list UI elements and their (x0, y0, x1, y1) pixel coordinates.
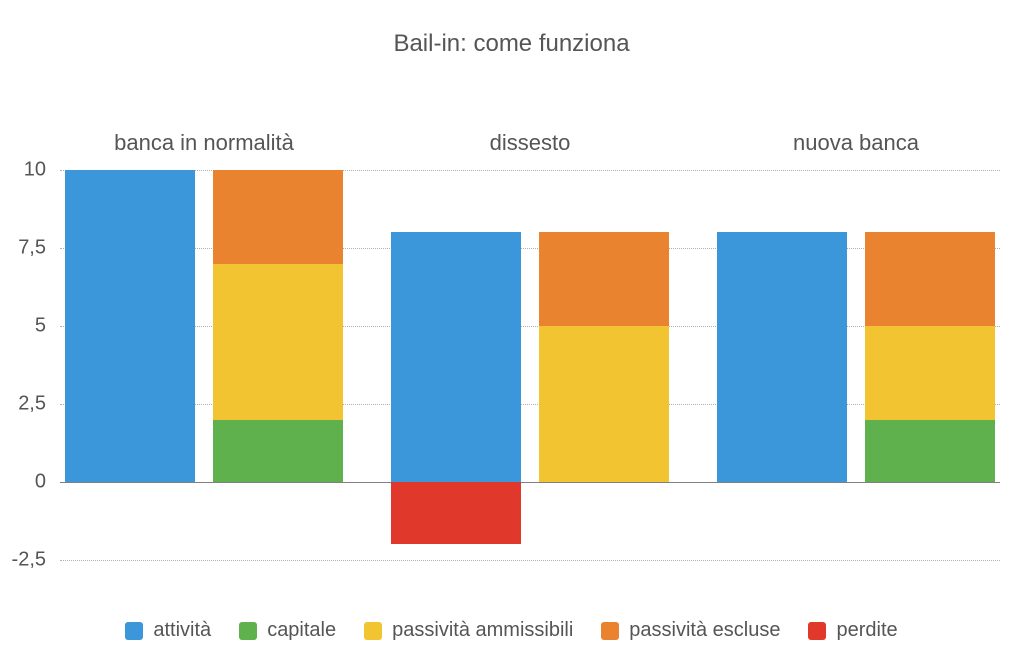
legend-item-passivita_escluse: passività escluse (601, 619, 780, 642)
legend-label: perdite (836, 619, 897, 642)
bar (213, 170, 343, 560)
bar-segment-passivita_escluse (539, 232, 669, 326)
group-label: banca in normalità (114, 130, 294, 156)
plot-area: -2,502,557,510banca in normalitàdissesto… (60, 170, 1000, 560)
legend-label: passività escluse (629, 619, 780, 642)
bar-segment-attivita (717, 232, 847, 482)
group-label: dissesto (490, 130, 571, 156)
y-tick-label: 2,5 (18, 393, 60, 416)
y-tick-label: 10 (24, 159, 60, 182)
group-label: nuova banca (793, 130, 919, 156)
legend-swatch (125, 622, 143, 640)
legend-label: passività ammissibili (392, 619, 573, 642)
y-tick-label: 5 (35, 315, 60, 338)
y-tick-label: 0 (35, 471, 60, 494)
bar (65, 170, 195, 560)
legend-swatch (239, 622, 257, 640)
bar (717, 170, 847, 560)
bar-segment-passivita_ammissibili (539, 326, 669, 482)
bar-segment-capitale (865, 420, 995, 482)
bar-segment-attivita (391, 232, 521, 482)
gridline (60, 326, 1000, 327)
chart-title: Bail-in: come funziona (0, 30, 1023, 58)
bar-segment-passivita_ammissibili (865, 326, 995, 420)
legend-swatch (364, 622, 382, 640)
bar-segment-attivita (65, 170, 195, 482)
gridline (60, 404, 1000, 405)
legend-item-capitale: capitale (239, 619, 336, 642)
legend-item-attivita: attività (125, 619, 211, 642)
bar-segment-passivita_escluse (213, 170, 343, 264)
bar (865, 170, 995, 560)
legend-swatch (601, 622, 619, 640)
bar-segment-perdite (391, 482, 521, 544)
legend-label: capitale (267, 619, 336, 642)
bar-segment-passivita_escluse (865, 232, 995, 326)
gridline (60, 482, 1000, 483)
bar (391, 170, 521, 560)
legend-item-perdite: perdite (808, 619, 897, 642)
bar-segment-passivita_ammissibili (213, 264, 343, 420)
bar (539, 170, 669, 560)
gridline (60, 248, 1000, 249)
gridline (60, 170, 1000, 171)
gridline (60, 560, 1000, 561)
y-tick-label: 7,5 (18, 237, 60, 260)
bar-segment-capitale (213, 420, 343, 482)
legend-swatch (808, 622, 826, 640)
legend: attività capitale passività ammissibili pas… (0, 619, 1023, 642)
y-tick-label: -2,5 (12, 549, 60, 572)
chart-container: Bail-in: come funziona -2,502,557,510ban… (0, 0, 1023, 662)
legend-item-passivita_ammissibili: passività ammissibili (364, 619, 573, 642)
legend-label: attività (153, 619, 211, 642)
